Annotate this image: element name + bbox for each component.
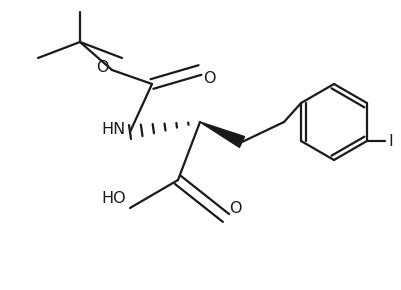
Text: I: I: [387, 133, 392, 148]
Text: O: O: [96, 61, 109, 75]
Text: O: O: [229, 201, 241, 216]
Text: O: O: [203, 71, 215, 86]
Text: HO: HO: [101, 191, 126, 206]
Text: HN: HN: [101, 122, 126, 137]
Polygon shape: [200, 122, 244, 147]
